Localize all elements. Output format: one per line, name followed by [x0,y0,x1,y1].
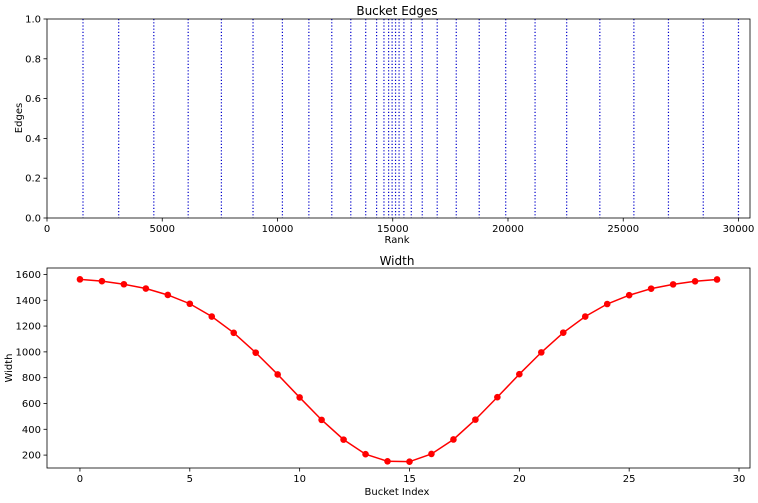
edges-y-tick-label: 0.4 [25,134,41,145]
width-x-tick-label: 20 [513,474,526,485]
edges-x-tick-label: 0 [44,224,50,235]
width-point [252,349,260,356]
width-point [691,277,699,285]
width-point [98,277,106,285]
width-series-line [79,278,718,463]
width-x-axis: 0 5 10 15 20 25 30 [77,468,746,485]
edges-x-tick-label: 10000 [262,224,294,235]
width-x-tick-label: 0 [77,474,83,485]
width-point [406,458,413,465]
edges-x-axis-label: Rank [385,235,410,246]
width-subplot: Width 0 5 10 15 20 25 30 200 400 600 800 1000 1200 1… [4,254,751,498]
width-point [581,313,589,320]
width-y-axis: 200 400 600 800 1000 1200 1400 1600 [16,270,47,462]
width-point [274,371,281,378]
width-point [603,300,611,308]
width-point [450,436,457,443]
width-y-tick-label: 600 [22,399,41,410]
width-y-tick-label: 1200 [16,322,41,333]
width-point [384,457,391,465]
width-point [669,281,677,288]
width-x-tick-label: 15 [403,474,416,485]
edges-chart-title: Bucket Edges [356,4,437,18]
width-point [186,300,194,308]
width-point [208,313,216,320]
width-point [537,349,545,356]
width-point [76,276,84,283]
width-point [472,416,479,423]
edges-x-tick-label: 25000 [607,224,639,235]
width-y-tick-label: 400 [22,425,41,436]
width-x-tick-label: 5 [187,474,193,485]
edges-y-tick-label: 0.0 [25,214,41,225]
width-point [494,393,501,401]
width-x-tick-label: 10 [293,474,306,485]
width-point [559,329,567,336]
width-point [516,370,523,378]
width-y-axis-label: Width [4,353,15,382]
edges-y-axis: 0.0 0.2 0.4 0.6 0.8 1.0 [25,15,47,225]
width-point [230,329,238,337]
width-point [625,291,633,299]
edges-y-tick-label: 1.0 [25,15,41,26]
width-point [164,291,172,299]
edges-x-tick-label: 5000 [150,224,175,235]
width-point [318,416,325,424]
width-x-axis-label: Bucket Index [365,487,430,498]
width-point [362,450,369,458]
edges-y-tick-label: 0.2 [25,174,41,185]
width-point [647,285,655,292]
edges-plot-frame [46,18,751,219]
width-x-tick-label: 25 [623,474,636,485]
width-y-tick-label: 200 [22,451,41,462]
width-x-tick-label: 30 [733,474,746,485]
edges-x-tick-label: 30000 [723,224,755,235]
width-point [142,285,150,292]
edges-subplot: Bucket Edges 0 5000 10000 15000 20000 25000 30… [14,4,754,246]
width-chart-title: Width [380,254,415,268]
edges-x-tick-label: 20000 [492,224,524,235]
width-marks [76,276,721,465]
width-y-tick-label: 1000 [16,347,41,358]
width-plot-frame [46,267,751,469]
width-point [713,276,721,283]
width-point [340,436,347,443]
width-point [296,394,303,401]
width-y-tick-label: 1600 [16,270,41,281]
width-y-tick-label: 1400 [16,296,41,307]
edges-x-axis: 0 5000 10000 15000 20000 25000 30000 [44,218,755,235]
width-point [428,450,435,458]
edges-y-axis-label: Edges [14,103,25,133]
width-y-tick-label: 800 [22,373,41,384]
edges-x-tick-label: 15000 [377,224,409,235]
edges-y-tick-label: 0.6 [25,94,41,105]
edges-y-tick-label: 0.8 [25,54,41,65]
edges-marks [82,19,740,218]
width-point [120,280,128,288]
